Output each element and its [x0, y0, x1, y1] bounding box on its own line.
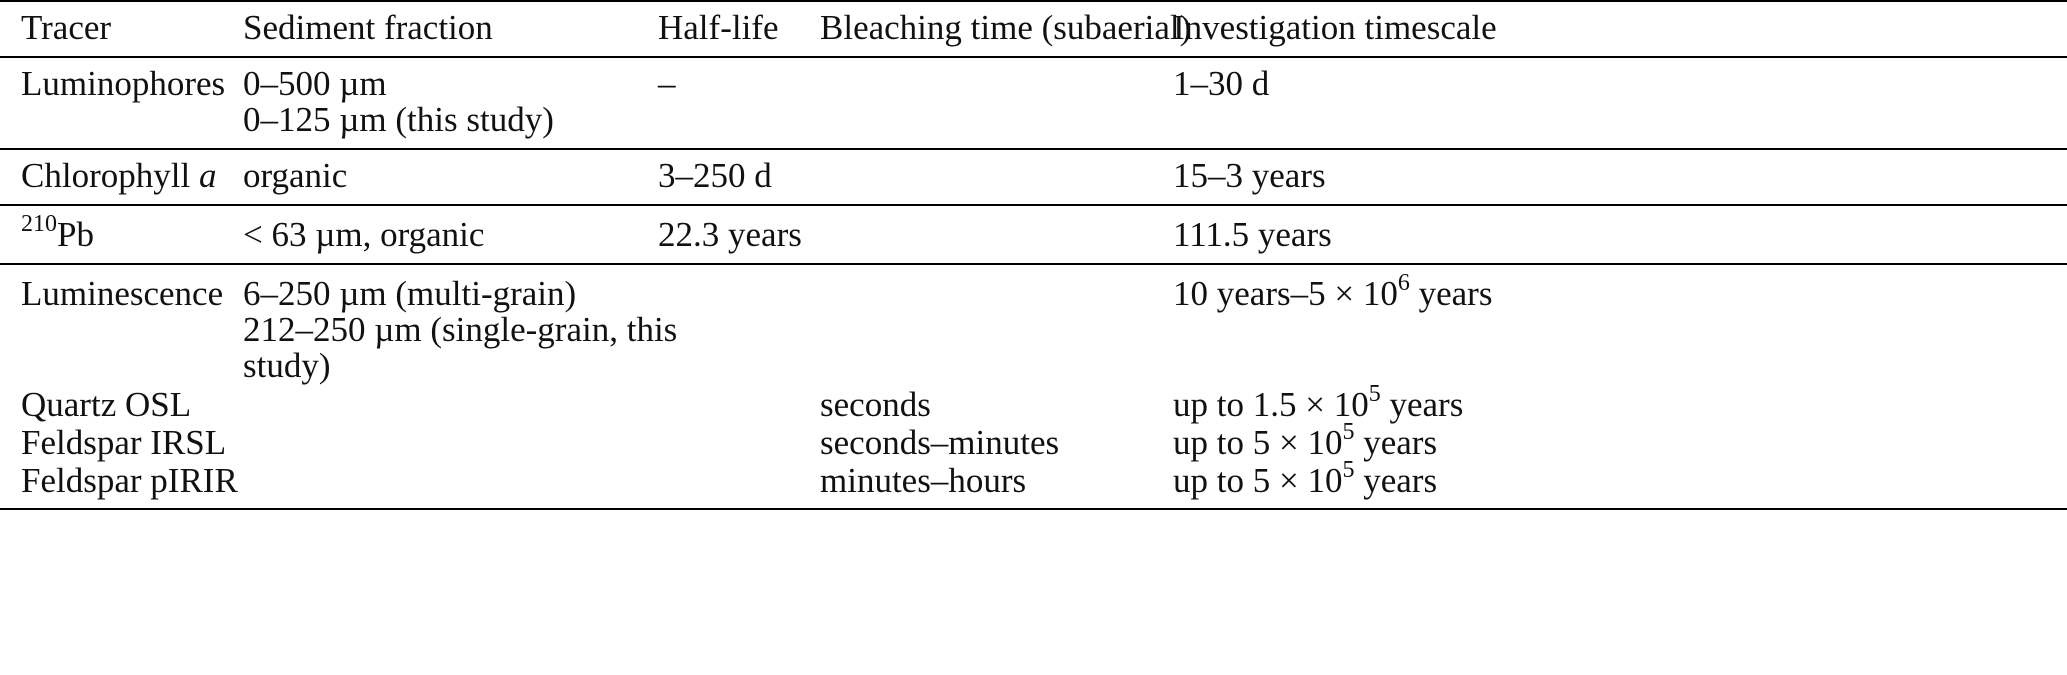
bleaching-feldspar-pirir: minutes–hours — [820, 461, 1027, 500]
timescale-quartz-osl: up to 1.5 × 105 years — [1173, 382, 1464, 424]
fraction-luminophores-line2: 0–125 µm (this study) — [243, 100, 554, 139]
tracer-pb210-superscript: 210 — [21, 211, 57, 237]
tracer-feldspar-pirir: Feldspar pIRIR — [21, 461, 238, 500]
row-divider — [0, 204, 2067, 206]
timescale-feldspar-pirir-unit: years — [1354, 461, 1438, 500]
bleaching-quartz-osl: seconds — [820, 385, 931, 424]
half-life-pb210: 22.3 years — [658, 215, 802, 254]
timescale-luminescence: 10 years–5 × 106 years — [1173, 271, 1493, 313]
bleaching-feldspar-irsl: seconds–minutes — [820, 423, 1060, 462]
tracer-chlorophyll: Chlorophyll a — [21, 157, 216, 195]
row-divider — [0, 148, 2067, 150]
tracer-pb210: 210Pb — [21, 212, 94, 254]
fraction-luminophores-line1: 0–500 µm — [243, 64, 387, 103]
timescale-luminescence-unit: years — [1409, 274, 1493, 313]
timescale-quartz-osl-unit: years — [1380, 385, 1464, 424]
timescale-feldspar-irsl-text: up to 5 × 10 — [1173, 423, 1343, 462]
header-tracer: Tracer — [21, 8, 112, 47]
header-investigation-timescale: Investigation timescale — [1173, 8, 1497, 47]
tracer-pb210-text: Pb — [57, 215, 94, 254]
tracer-luminescence: Luminescence — [21, 274, 224, 313]
fraction-chlorophyll: organic — [243, 156, 348, 195]
row-divider — [0, 263, 2067, 265]
timescale-feldspar-pirir: up to 5 × 105 years — [1173, 458, 1438, 500]
fraction-luminescence-line1: 6–250 µm (multi-grain) — [243, 274, 577, 313]
header-bleaching-time: Bleaching time (subaerial) — [820, 8, 1192, 47]
timescale-feldspar-irsl-unit: years — [1354, 423, 1438, 462]
fraction-pb210: < 63 µm, organic — [243, 215, 485, 254]
timescale-luminescence-text: 10 years–5 × 10 — [1173, 274, 1398, 313]
timescale-quartz-osl-exponent: 5 — [1368, 381, 1381, 407]
timescale-feldspar-pirir-exponent: 5 — [1342, 457, 1355, 483]
timescale-pb210: 111.5 years — [1173, 215, 1332, 254]
header-half-life: Half-life — [658, 8, 779, 47]
timescale-luminophores: 1–30 d — [1173, 64, 1270, 103]
tracer-chlorophyll-text: Chlorophyll — [21, 156, 199, 195]
tracer-quartz-osl: Quartz OSL — [21, 385, 192, 424]
tracer-feldspar-irsl: Feldspar IRSL — [21, 423, 227, 462]
bottom-rule — [0, 508, 2067, 510]
timescale-chlorophyll: 15–3 years — [1173, 156, 1326, 195]
header-sediment-fraction: Sediment fraction — [243, 8, 493, 47]
half-life-luminophores: – — [658, 64, 676, 103]
timescale-feldspar-irsl: up to 5 × 105 years — [1173, 420, 1438, 462]
top-rule — [0, 0, 2067, 2]
fraction-luminescence-line2: 212–250 µm (single-grain, this — [243, 310, 678, 349]
tracer-luminophores: Luminophores — [21, 64, 226, 103]
timescale-feldspar-pirir-text: up to 5 × 10 — [1173, 461, 1343, 500]
half-life-chlorophyll: 3–250 d — [658, 156, 772, 195]
tracer-chlorophyll-italic: a — [198, 156, 217, 195]
timescale-luminescence-exponent: 6 — [1397, 270, 1410, 296]
header-rule — [0, 56, 2067, 58]
timescale-quartz-osl-text: up to 1.5 × 10 — [1173, 385, 1369, 424]
timescale-feldspar-irsl-exponent: 5 — [1342, 419, 1355, 445]
fraction-luminescence-line3: study) — [243, 346, 331, 385]
